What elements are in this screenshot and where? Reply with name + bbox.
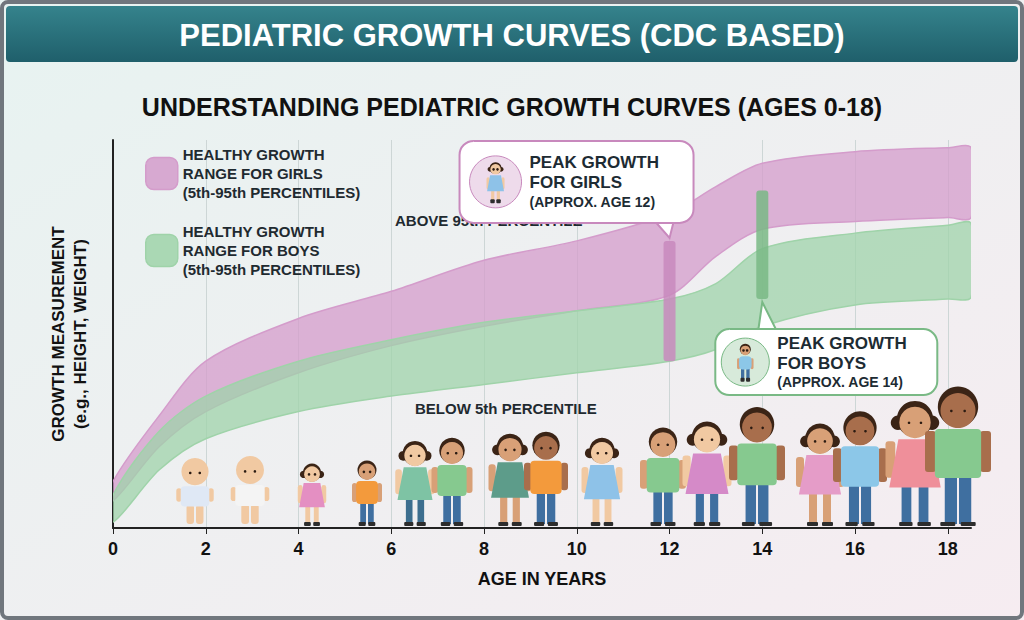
svg-text:16: 16 <box>845 539 865 559</box>
svg-text:PEAK GROWTH: PEAK GROWTH <box>530 153 659 172</box>
svg-text:(APPROX. AGE 14): (APPROX. AGE 14) <box>777 374 903 390</box>
svg-text:12: 12 <box>660 539 680 559</box>
svg-text:(5th-95th PERCENTILES): (5th-95th PERCENTILES) <box>183 184 361 201</box>
svg-text:GROWTH MEASUREMENT: GROWTH MEASUREMENT <box>49 226 68 442</box>
svg-text:2: 2 <box>201 539 211 559</box>
svg-text:4: 4 <box>294 539 304 559</box>
svg-text:18: 18 <box>938 539 958 559</box>
svg-text:HEALTHY GROWTH: HEALTHY GROWTH <box>183 146 325 163</box>
svg-text:AGE IN YEARS: AGE IN YEARS <box>478 569 607 589</box>
svg-text:UNDERSTANDING PEDIATRIC GROWTH: UNDERSTANDING PEDIATRIC GROWTH CURVES (A… <box>142 93 882 121</box>
svg-text:(5th-95th PERCENTILES): (5th-95th PERCENTILES) <box>183 261 361 278</box>
svg-text:FOR BOYS: FOR BOYS <box>777 354 866 373</box>
svg-text:PEDIATRIC GROWTH CURVES (CDC B: PEDIATRIC GROWTH CURVES (CDC BASED) <box>179 18 844 53</box>
svg-text:FOR GIRLS: FOR GIRLS <box>530 173 623 192</box>
svg-text:6: 6 <box>386 539 396 559</box>
svg-text:8: 8 <box>479 539 489 559</box>
svg-text:BELOW 5th PERCENTILE: BELOW 5th PERCENTILE <box>415 400 597 417</box>
svg-text:(APPROX. AGE 12): (APPROX. AGE 12) <box>530 194 656 210</box>
svg-text:RANGE FOR GIRLS: RANGE FOR GIRLS <box>183 165 323 182</box>
svg-text:(e.g., HEIGHT, WEIGHT): (e.g., HEIGHT, WEIGHT) <box>71 239 90 429</box>
svg-text:HEALTHY GROWTH: HEALTHY GROWTH <box>183 223 325 240</box>
svg-text:10: 10 <box>567 539 587 559</box>
svg-text:0: 0 <box>108 539 118 559</box>
svg-text:RANGE FOR BOYS: RANGE FOR BOYS <box>183 242 320 259</box>
svg-text:PEAK GROWTH: PEAK GROWTH <box>777 334 906 353</box>
svg-text:14: 14 <box>752 539 772 559</box>
